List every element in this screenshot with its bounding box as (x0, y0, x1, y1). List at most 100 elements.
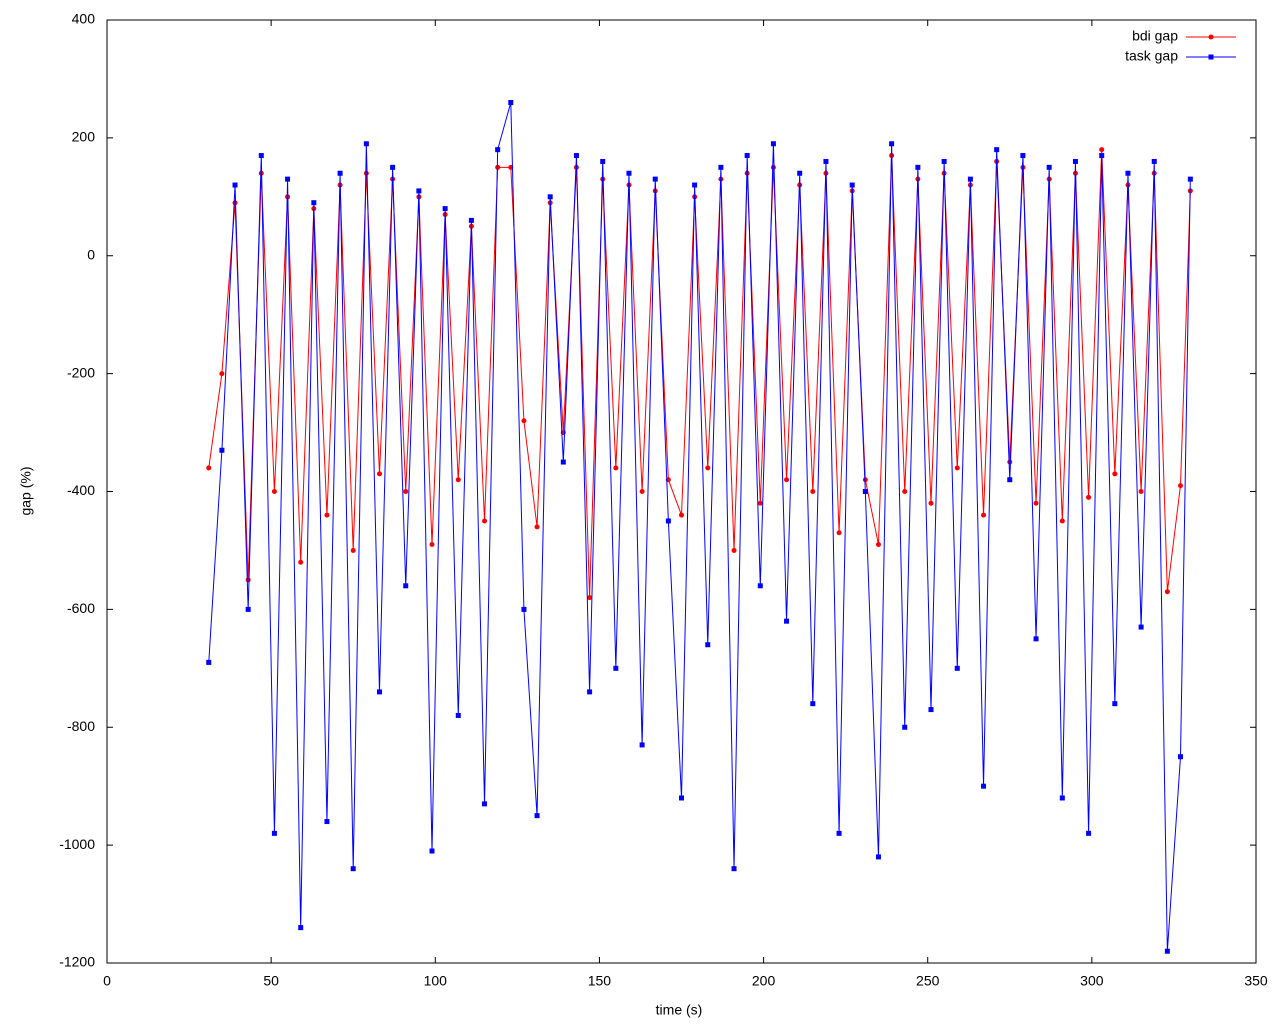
point (245, 577, 251, 583)
point (1112, 701, 1118, 707)
x-tick-label: 100 (424, 973, 448, 989)
point (206, 659, 212, 665)
y-tick-label: -600 (67, 600, 95, 616)
point (757, 500, 763, 506)
point (639, 742, 645, 748)
point (298, 559, 304, 565)
series-line (208, 102, 1191, 952)
point (705, 642, 711, 648)
point (337, 170, 343, 176)
point (1086, 830, 1092, 836)
point (495, 147, 501, 153)
x-tick-label: 300 (1080, 973, 1104, 989)
point (626, 170, 632, 176)
point (1007, 459, 1013, 465)
point (534, 524, 540, 530)
point (915, 164, 921, 170)
legend-marker (1208, 54, 1214, 60)
point (455, 477, 461, 483)
y-axis-label: gap (%) (18, 466, 34, 515)
point (600, 158, 606, 164)
point (1033, 636, 1039, 642)
point (324, 819, 330, 825)
point (665, 518, 671, 524)
point (849, 182, 855, 188)
legend-marker (1208, 34, 1214, 40)
point (587, 689, 593, 695)
point (403, 489, 409, 494)
point (1007, 477, 1013, 483)
point (482, 518, 488, 524)
y-tick-label: -1200 (59, 954, 95, 970)
point (1164, 589, 1170, 595)
y-tick-label: 200 (72, 129, 96, 145)
point (941, 158, 947, 164)
point (770, 164, 776, 170)
point (521, 418, 527, 424)
legend-label: task gap (1125, 48, 1178, 64)
y-tick-label: 400 (72, 11, 96, 27)
point (902, 489, 908, 494)
point (1020, 153, 1026, 159)
point (875, 542, 881, 548)
point (1059, 795, 1065, 801)
y-tick-label: -200 (67, 364, 95, 380)
point (232, 182, 238, 188)
point (206, 465, 212, 471)
point (981, 783, 987, 789)
point (390, 164, 396, 170)
point (271, 489, 277, 494)
point (482, 801, 488, 807)
x-tick-label: 250 (916, 973, 940, 989)
point (902, 724, 908, 730)
point (1177, 754, 1183, 760)
point (363, 170, 369, 176)
point (219, 447, 225, 453)
point (573, 153, 579, 159)
point (1099, 147, 1105, 153)
point (613, 665, 619, 671)
point (1033, 500, 1039, 506)
point (1177, 483, 1183, 489)
point (468, 217, 474, 223)
point (219, 371, 225, 377)
point (823, 158, 829, 164)
point (1086, 494, 1092, 500)
point (298, 925, 304, 931)
y-tick-label: 0 (87, 246, 95, 262)
point (994, 147, 1000, 153)
point (770, 141, 776, 147)
point (311, 200, 317, 206)
point (1187, 176, 1193, 182)
point (954, 465, 960, 471)
x-tick-label: 200 (752, 973, 776, 989)
point (1072, 158, 1078, 164)
point (981, 512, 987, 518)
point (1138, 624, 1144, 630)
x-tick-label: 0 (103, 973, 111, 989)
point (928, 500, 934, 506)
point (692, 182, 698, 188)
point (928, 707, 934, 713)
point (1138, 489, 1144, 494)
point (285, 176, 291, 182)
point (810, 489, 816, 494)
y-tick-label: -1000 (59, 836, 95, 852)
point (757, 583, 763, 589)
point (1099, 153, 1105, 159)
point (455, 712, 461, 718)
point (350, 547, 356, 553)
point (1125, 170, 1131, 176)
point (271, 830, 277, 836)
point (403, 583, 409, 589)
point (705, 465, 711, 471)
point (429, 542, 435, 548)
point (429, 848, 435, 854)
point (889, 141, 895, 147)
point (784, 477, 790, 483)
y-tick-label: -400 (67, 482, 95, 498)
point (508, 100, 514, 106)
point (613, 465, 619, 471)
point (652, 176, 658, 182)
